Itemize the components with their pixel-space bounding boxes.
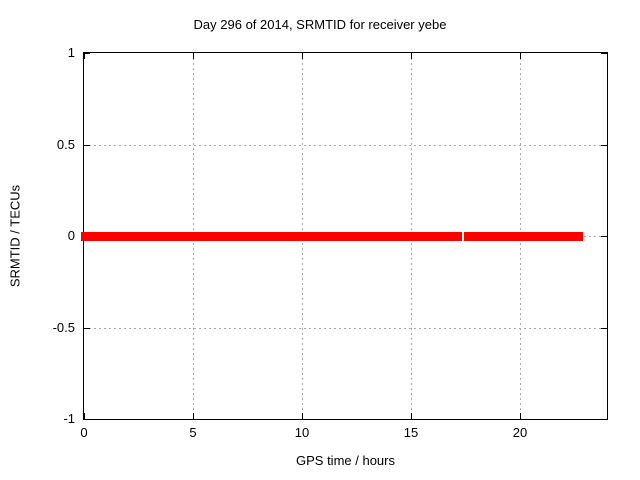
x-tick-label: 15 [403, 425, 419, 440]
x-tick-mark-top [193, 53, 194, 59]
x-tick-mark-top [84, 53, 85, 59]
x-axis-label: GPS time / hours [296, 453, 395, 468]
y-tick-mark-right [601, 419, 607, 420]
y-tick-label: 0.5 [56, 137, 75, 152]
gridline-horizontal [84, 328, 607, 329]
x-tick-label: 5 [189, 425, 197, 440]
y-tick-label: -0.5 [52, 320, 75, 335]
y-tick-mark-left [84, 328, 90, 329]
y-tick-label: -1 [63, 411, 75, 426]
x-tick-mark-bottom [411, 413, 412, 419]
y-tick-mark-right [601, 53, 607, 54]
data-series-segment [81, 232, 462, 241]
y-tick-label: 1 [67, 45, 75, 60]
y-tick-mark-left [84, 419, 90, 420]
x-tick-mark-top [520, 53, 521, 59]
y-tick-mark-right [601, 236, 607, 237]
x-tick-mark-top [302, 53, 303, 59]
x-tick-label: 10 [294, 425, 310, 440]
x-tick-mark-top [411, 53, 412, 59]
plot-area: 0 5 10 15 20 1 0.5 0 -0.5 -1 [53, 45, 608, 440]
x-tick-mark-bottom [520, 413, 521, 419]
y-tick-mark-left [84, 145, 90, 146]
chart-title: Day 296 of 2014, SRMTID for receiver yeb… [193, 17, 447, 32]
data-series-segment [464, 232, 583, 241]
x-tick-label: 20 [512, 425, 528, 440]
y-tick-label: 0 [67, 228, 75, 243]
x-tick-mark-bottom [84, 413, 85, 419]
gridline-horizontal [84, 145, 607, 146]
y-tick-mark-right [601, 328, 607, 329]
y-tick-mark-right [601, 145, 607, 146]
x-tick-label: 0 [80, 425, 88, 440]
x-tick-mark-bottom [302, 413, 303, 419]
y-tick-mark-left [84, 53, 90, 54]
x-tick-mark-bottom [193, 413, 194, 419]
